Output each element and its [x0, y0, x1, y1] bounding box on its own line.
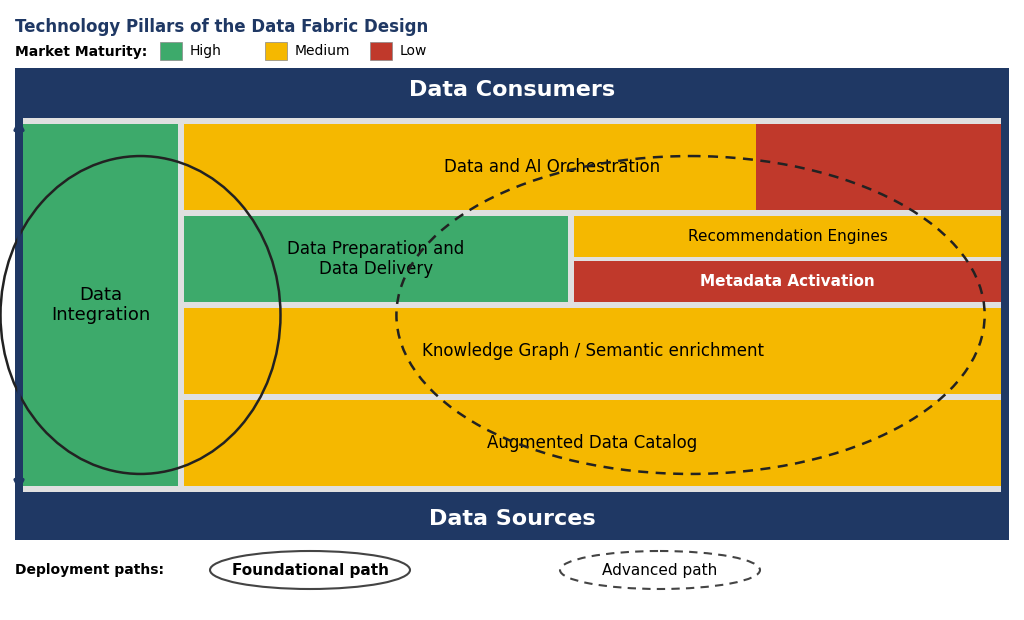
Text: Recommendation Engines: Recommendation Engines	[687, 229, 888, 244]
Ellipse shape	[560, 551, 760, 589]
Bar	[184, 124, 756, 210]
Bar	[184, 308, 1001, 394]
Bar	[23, 124, 178, 486]
Bar	[756, 124, 1001, 210]
Text: Data Preparation and
Data Delivery: Data Preparation and Data Delivery	[288, 239, 465, 278]
Bar	[370, 42, 392, 60]
Text: Data and AI Orchestration: Data and AI Orchestration	[443, 158, 659, 176]
Text: Augmented Data Catalog: Augmented Data Catalog	[487, 434, 697, 452]
Bar	[15, 68, 1009, 112]
Ellipse shape	[210, 551, 410, 589]
Text: Data Consumers: Data Consumers	[409, 80, 615, 100]
Bar	[574, 261, 1001, 302]
Text: Advanced path: Advanced path	[602, 562, 718, 577]
Bar	[23, 118, 1001, 492]
Bar	[184, 400, 1001, 486]
Bar	[265, 42, 287, 60]
Text: Market Maturity:: Market Maturity:	[15, 45, 147, 59]
Text: Metadata Activation: Metadata Activation	[700, 274, 874, 289]
Text: Technology Pillars of the Data Fabric Design: Technology Pillars of the Data Fabric De…	[15, 18, 428, 36]
Text: Foundational path: Foundational path	[231, 562, 388, 577]
Bar	[15, 498, 1009, 540]
Text: Data Sources: Data Sources	[429, 509, 595, 529]
Text: High: High	[190, 44, 222, 58]
Bar	[160, 42, 182, 60]
Text: Data
Integration: Data Integration	[51, 286, 151, 324]
Text: Low: Low	[400, 44, 427, 58]
Text: Medium: Medium	[295, 44, 350, 58]
Bar	[15, 68, 1009, 540]
Bar	[574, 216, 1001, 257]
Text: Deployment paths:: Deployment paths:	[15, 563, 164, 577]
Bar	[184, 216, 568, 302]
Text: Knowledge Graph / Semantic enrichment: Knowledge Graph / Semantic enrichment	[422, 342, 764, 360]
